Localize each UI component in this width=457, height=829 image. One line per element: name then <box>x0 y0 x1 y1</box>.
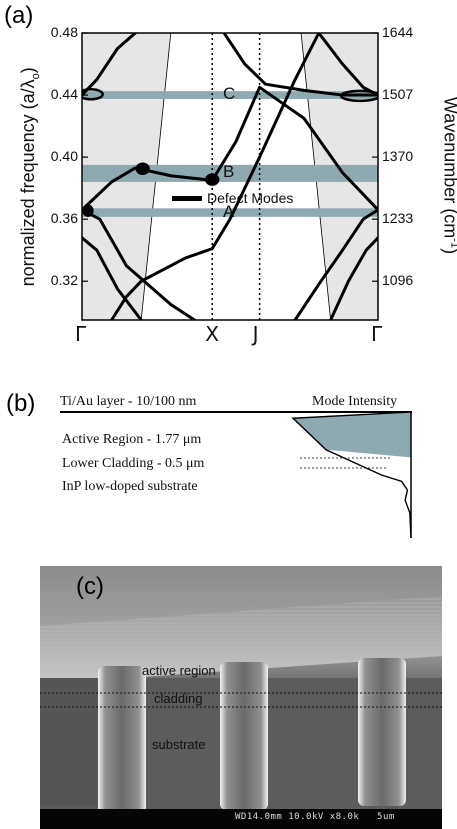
x-tick-label-0: Γ <box>75 322 87 346</box>
band-curve-9 <box>293 208 378 320</box>
y-tick-label-1: 0.36 <box>50 210 78 227</box>
band-curve-8 <box>222 33 378 97</box>
defect-mode-5 <box>339 89 378 103</box>
y2-tick-label-0: 1096 <box>382 272 414 289</box>
band-curve-3 <box>82 166 214 212</box>
sem-pillar-1 <box>40 678 98 806</box>
band-curve-1 <box>82 208 196 320</box>
cladding-text: Lower Cladding - 0.5 <box>62 456 187 471</box>
sem-substrate-label: substrate <box>152 737 206 752</box>
defect-mode-1 <box>82 88 104 101</box>
sem-active-label: active region <box>142 663 216 678</box>
panel-c-label: (c) <box>76 573 104 600</box>
band-curve-2 <box>82 236 143 320</box>
x-tick-label-2: J <box>252 322 259 346</box>
sem-footer-bar <box>40 809 442 829</box>
y-tick-label-2: 0.40 <box>50 148 78 165</box>
x-tick-label-1: X <box>205 322 219 346</box>
band-curve-7 <box>110 247 214 320</box>
defect-mode-3 <box>205 173 220 186</box>
x-tick-label-3: Γ <box>371 322 383 346</box>
band-A <box>82 208 378 217</box>
sem-top-ridges <box>40 596 442 684</box>
active-region-unit: μm <box>182 432 202 447</box>
active-region-label: Active Region - 1.77 μm <box>62 432 201 448</box>
sem-cladding-label: cladding <box>154 691 203 706</box>
y-axis-label-sub: o <box>29 73 42 80</box>
band-label-B: B <box>223 162 235 182</box>
band-B <box>82 164 378 182</box>
y2-axis-label-close: ) <box>441 248 457 254</box>
sem-footer-text: WD14.0mm 10.0kV x8.0k 5um <box>235 812 395 822</box>
active-region-text: Active Region - 1.77 <box>62 432 183 447</box>
cladding-unit: μm <box>186 456 205 471</box>
plot-frame <box>81 32 379 321</box>
band-structure-chart <box>81 32 379 321</box>
metal-layer-label: Ti/Au layer - 10/100 nm <box>60 394 197 409</box>
sem-trench-1 <box>98 666 146 814</box>
y-tick-label-3: 0.44 <box>50 86 78 103</box>
defect-mode-2 <box>135 162 150 175</box>
mode-intensity-curve <box>291 411 412 539</box>
sem-image <box>40 566 442 829</box>
y-tick-label-4: 0.48 <box>50 24 78 40</box>
y2-axis-label-sup: -1 <box>448 238 457 249</box>
panel-a-label: (a) <box>4 2 34 29</box>
y-tick-label-0: 0.32 <box>50 272 78 289</box>
y2-tick-label-1: 1233 <box>382 210 414 227</box>
band-curve-6 <box>210 33 321 251</box>
legend-swatch <box>172 196 202 201</box>
substrate-label: InP low-doped substrate <box>62 479 198 494</box>
mode-intensity-label: Mode Intensity <box>312 394 398 409</box>
layer-diagram <box>60 411 412 539</box>
y2-axis-label: Wavenumber (cm-1) <box>440 46 457 306</box>
sem-trench-3 <box>358 658 406 806</box>
panel-b-label: (b) <box>6 390 36 417</box>
y-axis-label-text: normalized frequency (a/λ <box>18 79 39 287</box>
cladding-label: Lower Cladding - 0.5 μm <box>62 456 204 472</box>
band-label-A: A <box>223 201 235 221</box>
y2-tick-label-2: 1370 <box>382 148 414 165</box>
legend-label: Defect Modes <box>207 190 294 206</box>
y2-axis-label-text: Wavenumber (cm <box>440 96 457 239</box>
y2-tick-label-3: 1507 <box>382 86 414 103</box>
band-C <box>82 91 378 99</box>
defect-mode-4 <box>82 204 94 217</box>
y2-tick-label-4: 1644 <box>382 24 414 40</box>
band-curve-4 <box>82 33 137 97</box>
sem-trench-2 <box>220 662 268 810</box>
band-curve-10 <box>329 236 378 320</box>
y-axis-label-close: ) <box>18 67 39 74</box>
y-axis-label: normalized frequency (a/λo) <box>18 17 42 337</box>
band-label-C: C <box>223 84 236 104</box>
